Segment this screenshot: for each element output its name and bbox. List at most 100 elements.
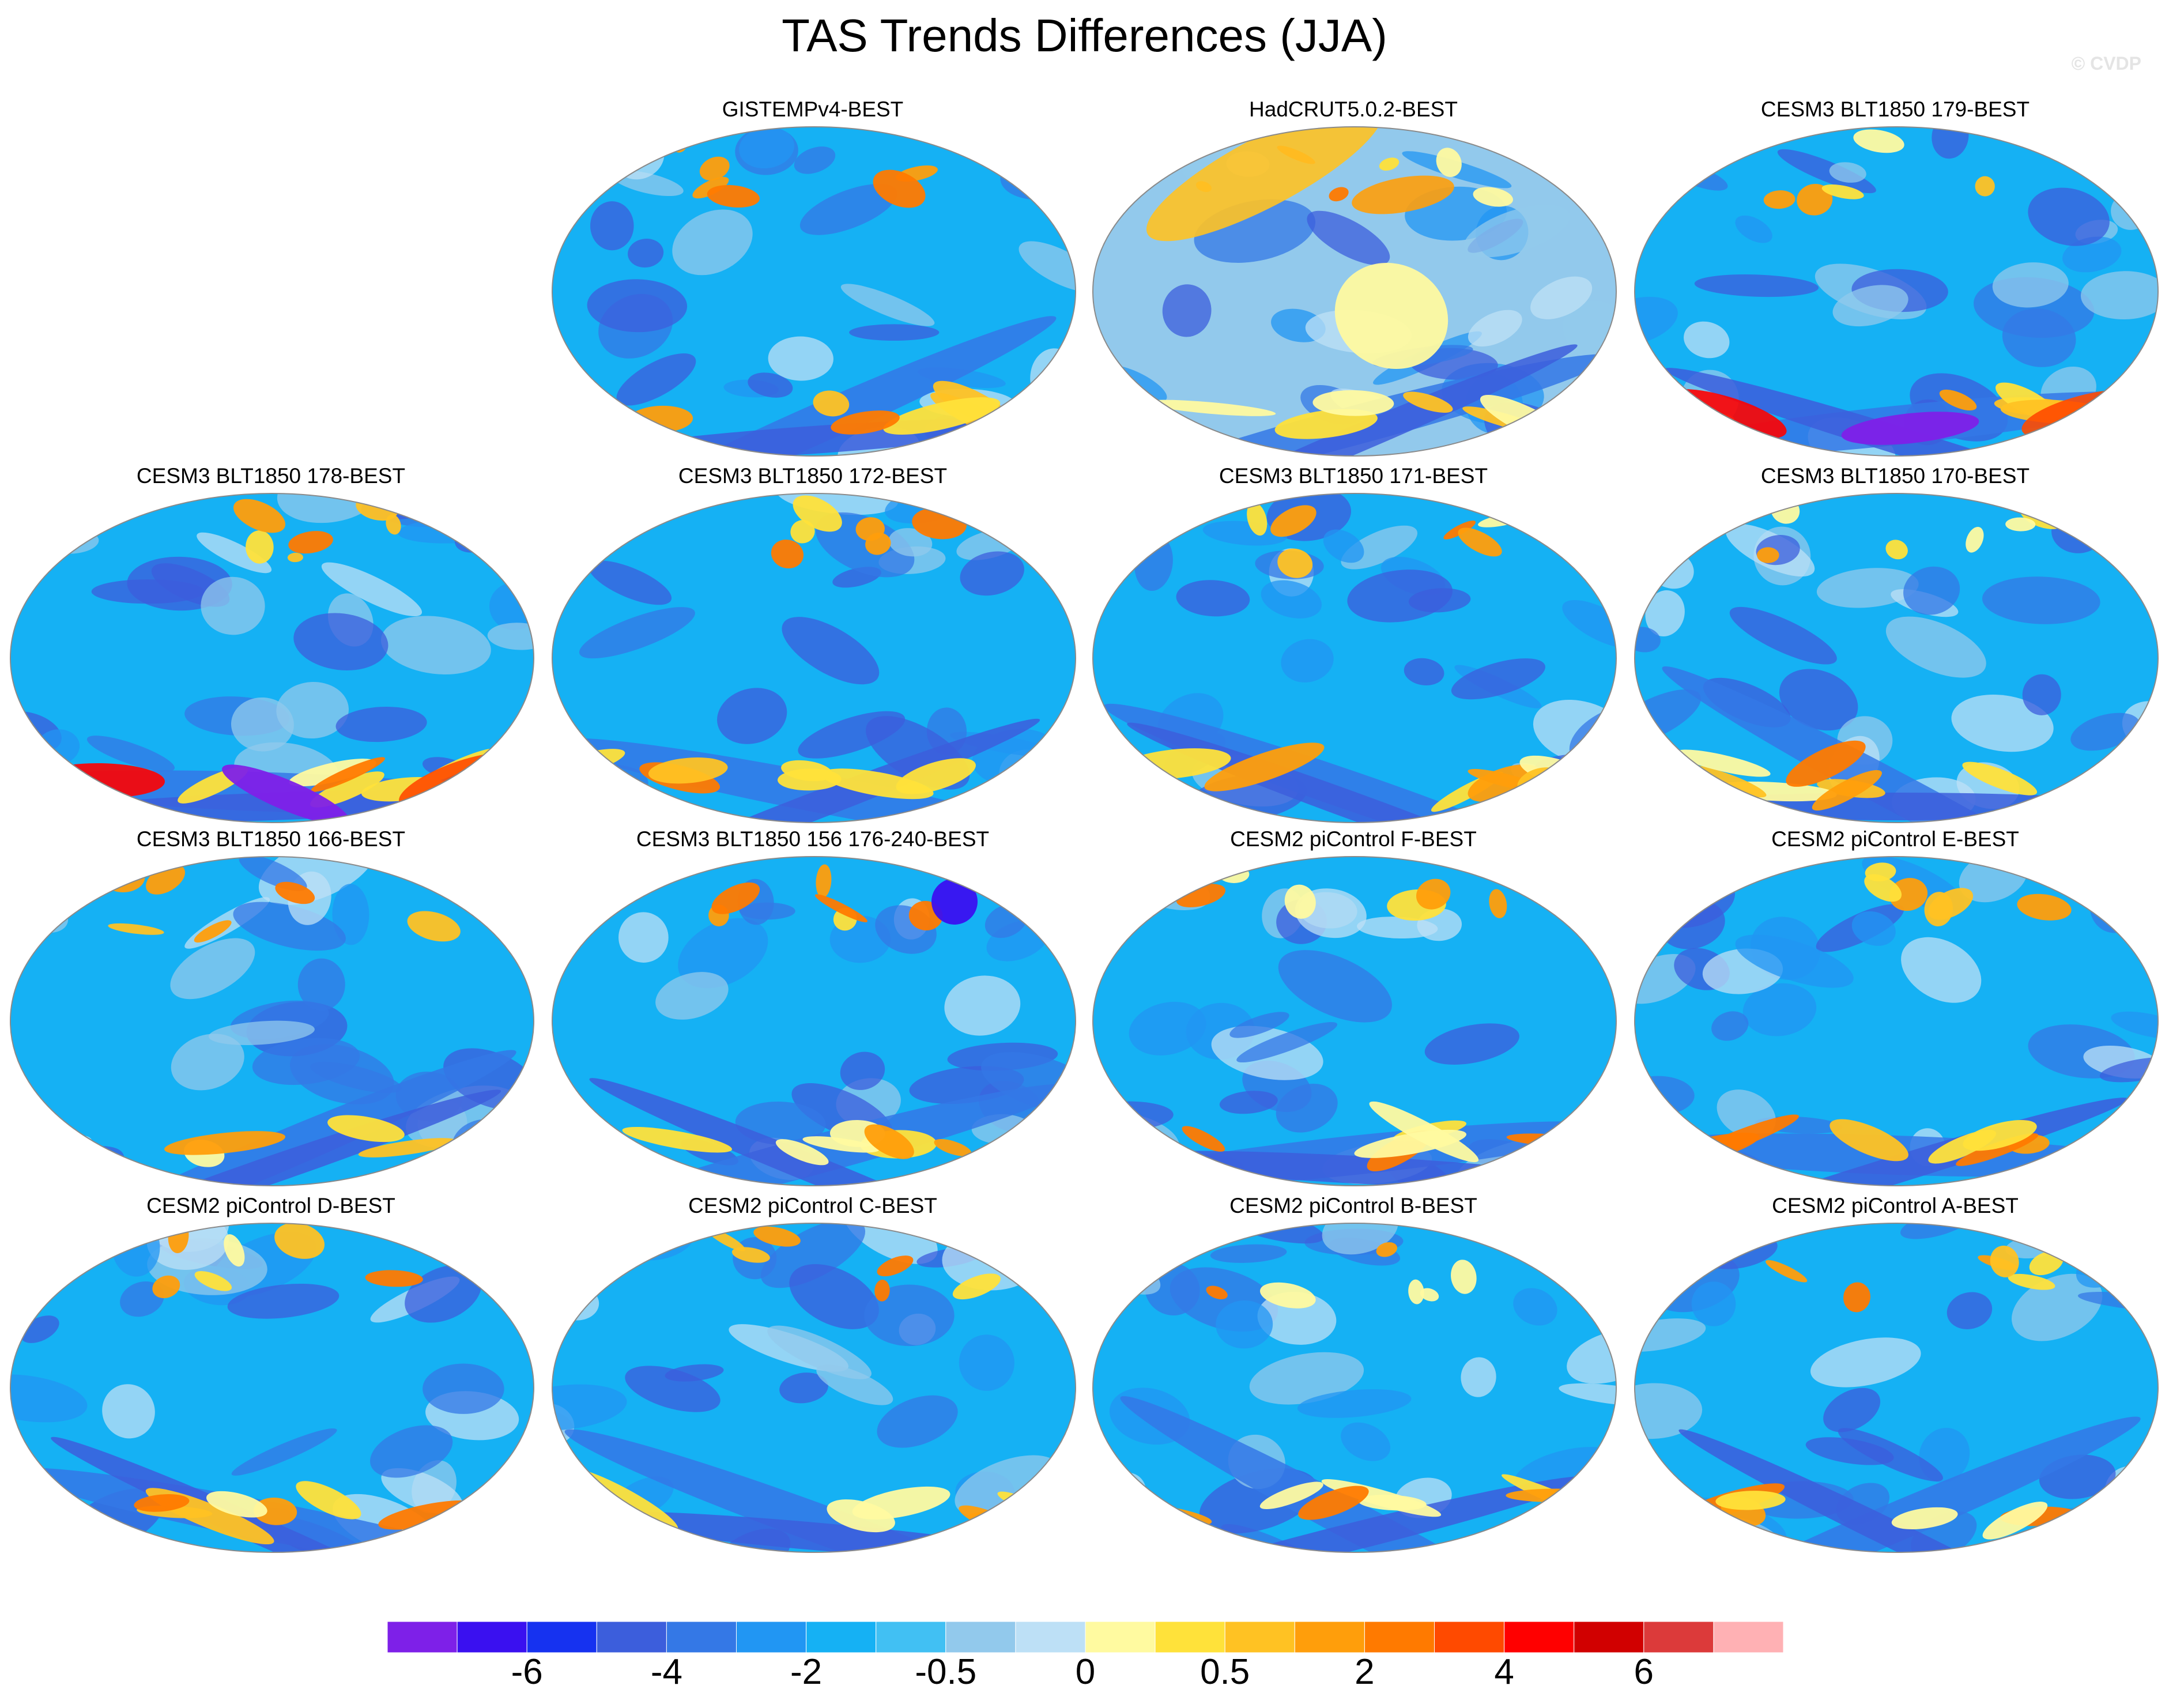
- warm-anomaly: [1277, 548, 1313, 578]
- colorbar-swatch: [457, 1621, 527, 1653]
- field-patch: [381, 616, 491, 674]
- map-outline: [552, 1223, 1076, 1553]
- warm-anomaly: [1473, 187, 1513, 207]
- field-patch: [1468, 310, 1522, 347]
- field-patch: [1932, 127, 1969, 159]
- colorbar-tick-label: -4: [650, 1652, 682, 1692]
- southern-warm-anomaly: [253, 1498, 297, 1525]
- field-patch: [1513, 1288, 1557, 1326]
- warm-anomaly: [1451, 1260, 1477, 1294]
- field-patch: [590, 201, 634, 251]
- warm-anomaly: [1259, 1282, 1316, 1309]
- map-plot: [1092, 1223, 1617, 1553]
- warm-anomaly: [194, 920, 232, 943]
- panel-title: CESM2 piControl E-BEST: [1771, 827, 2019, 851]
- warm-anomaly: [1853, 129, 1904, 153]
- panel-title: CESM2 piControl C-BEST: [688, 1194, 937, 1217]
- colorbar-swatch: [1434, 1621, 1505, 1653]
- warm-anomaly: [224, 1234, 245, 1267]
- southern-warm-anomaly: [1403, 391, 1453, 413]
- southern-warm-anomaly: [864, 1124, 914, 1159]
- southern-warm-anomaly: [1963, 1119, 2037, 1151]
- warm-anomaly: [1458, 527, 1502, 557]
- field-patch: [618, 912, 669, 963]
- map-outline: [1634, 493, 2159, 823]
- panel-title: CESM2 piControl B-BEST: [1229, 1194, 1477, 1217]
- colorbar-swatch: [736, 1621, 807, 1653]
- southern-warm-anomaly: [1786, 740, 1866, 787]
- southern-warm-anomaly: [134, 1494, 190, 1512]
- warm-anomaly: [287, 552, 303, 563]
- southern-warm-anomaly: [206, 1491, 267, 1518]
- warm-anomaly: [790, 519, 815, 544]
- colorbar-swatch: [945, 1621, 1016, 1653]
- field-patch: [849, 324, 940, 341]
- warm-anomaly: [1885, 540, 1908, 560]
- map-outline: [1634, 856, 2159, 1186]
- colorbar-swatch: [596, 1621, 667, 1653]
- warm-anomaly: [1975, 176, 1995, 197]
- field-patch: [1451, 658, 1545, 700]
- warm-anomaly: [877, 1255, 914, 1277]
- warm-anomaly: [1864, 874, 1902, 902]
- watermark: © CVDP: [2071, 53, 2141, 74]
- panel-title: GISTEMPv4-BEST: [722, 97, 904, 121]
- southern-warm-anomaly: [310, 771, 384, 808]
- field-patch: [1779, 669, 1858, 731]
- field-patch: [1322, 1223, 1398, 1255]
- field-patch: [1281, 639, 1334, 683]
- warm-anomaly: [1376, 1242, 1398, 1257]
- cold-anomaly: [931, 878, 978, 925]
- map-outline: [10, 493, 534, 823]
- field-patch: [816, 1364, 893, 1405]
- field-patch: [655, 972, 729, 1020]
- southern-warm-anomaly: [1506, 1488, 1607, 1503]
- southern-warm-anomaly: [1204, 742, 1325, 791]
- field-patch: [1093, 413, 1138, 439]
- southern-warm-anomaly: [997, 1491, 1049, 1515]
- field-patch: [1823, 1387, 1881, 1432]
- warm-anomaly: [1352, 175, 1454, 214]
- warm-anomaly: [152, 1275, 180, 1299]
- field-patch: [1129, 1001, 1206, 1055]
- warm-anomaly: [753, 1226, 801, 1247]
- field-patch: [959, 1334, 1014, 1391]
- field-patch: [1735, 215, 1772, 243]
- warm-anomaly: [2017, 893, 2072, 921]
- field-patch: [1810, 1337, 1921, 1387]
- southern-warm-anomaly: [802, 1136, 880, 1153]
- field-patch: [799, 184, 897, 235]
- field-patch: [1026, 1526, 1076, 1552]
- southern-warm-anomaly: [821, 768, 934, 800]
- warm-anomaly: [1408, 1279, 1424, 1304]
- field-patch: [487, 623, 534, 650]
- warm-anomaly: [1379, 157, 1400, 171]
- southern-warm-anomaly: [648, 757, 728, 784]
- colorbar-swatch: [1085, 1621, 1156, 1653]
- southern-warm-anomaly: [813, 390, 850, 417]
- field-patch: [1559, 1383, 1616, 1407]
- southern-band: [589, 1078, 1039, 1186]
- field-patch: [86, 736, 175, 772]
- colorbar-swatch: [387, 1621, 458, 1653]
- field-patch: [789, 1264, 879, 1329]
- warm-anomaly: [275, 881, 315, 904]
- field-patch: [587, 279, 688, 333]
- map-plot: [1092, 856, 1617, 1186]
- field-patch: [1261, 580, 1322, 619]
- warm-anomaly: [1334, 262, 1448, 369]
- field-patch: [1635, 689, 1702, 747]
- field-patch: [840, 284, 935, 326]
- colorbar-tick-label: -2: [790, 1652, 823, 1692]
- warm-anomaly: [874, 1279, 890, 1302]
- field-patch: [2028, 187, 2110, 246]
- field-patch: [840, 1051, 885, 1090]
- panel-title: CESM3 BLT1850 172-BEST: [678, 464, 948, 488]
- field-patch: [1635, 1318, 1706, 1352]
- map-outline: [552, 856, 1076, 1186]
- field-patch: [1404, 658, 1444, 686]
- field-patch: [1903, 566, 1960, 615]
- field-patch: [877, 1395, 958, 1448]
- field-patch: [2089, 1141, 2158, 1162]
- field-patch: [1162, 284, 1212, 337]
